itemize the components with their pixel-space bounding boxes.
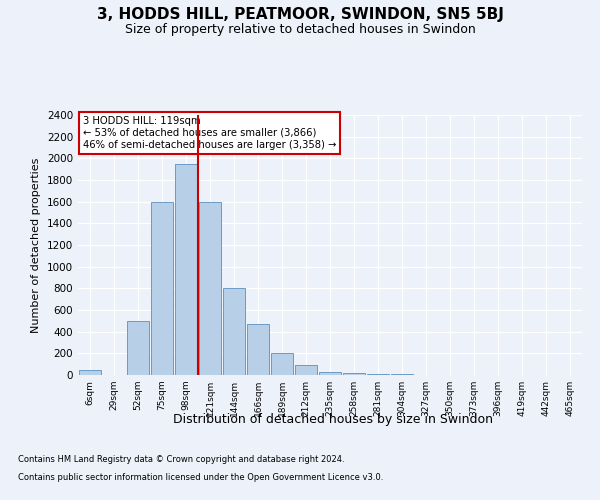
Bar — [271, 354, 293, 375]
Bar — [175, 164, 197, 375]
Text: Distribution of detached houses by size in Swindon: Distribution of detached houses by size … — [173, 412, 493, 426]
Bar — [151, 202, 173, 375]
Text: 3, HODDS HILL, PEATMOOR, SWINDON, SN5 5BJ: 3, HODDS HILL, PEATMOOR, SWINDON, SN5 5B… — [97, 8, 503, 22]
Text: Contains public sector information licensed under the Open Government Licence v3: Contains public sector information licen… — [18, 472, 383, 482]
Bar — [247, 324, 269, 375]
Bar — [223, 288, 245, 375]
Bar — [199, 202, 221, 375]
Bar — [79, 370, 101, 375]
Bar — [319, 372, 341, 375]
Bar — [295, 365, 317, 375]
Bar — [391, 374, 413, 375]
Bar — [367, 374, 389, 375]
Text: Contains HM Land Registry data © Crown copyright and database right 2024.: Contains HM Land Registry data © Crown c… — [18, 455, 344, 464]
Text: 3 HODDS HILL: 119sqm
← 53% of detached houses are smaller (3,866)
46% of semi-de: 3 HODDS HILL: 119sqm ← 53% of detached h… — [83, 116, 337, 150]
Bar — [343, 373, 365, 375]
Bar — [127, 321, 149, 375]
Y-axis label: Number of detached properties: Number of detached properties — [31, 158, 41, 332]
Text: Size of property relative to detached houses in Swindon: Size of property relative to detached ho… — [125, 22, 475, 36]
